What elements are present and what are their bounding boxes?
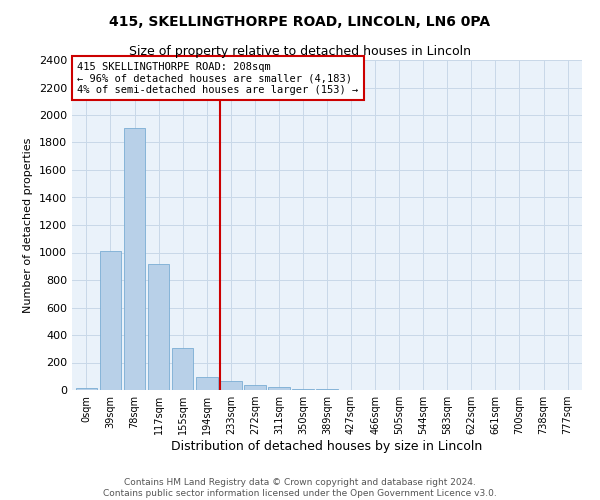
Bar: [196, 377, 218, 390]
Bar: [100, 251, 121, 390]
Bar: [172, 348, 193, 390]
Y-axis label: Number of detached properties: Number of detached properties: [23, 138, 34, 312]
Text: Contains HM Land Registry data © Crown copyright and database right 2024.
Contai: Contains HM Land Registry data © Crown c…: [103, 478, 497, 498]
Bar: [268, 387, 290, 390]
Text: 415, SKELLINGTHORPE ROAD, LINCOLN, LN6 0PA: 415, SKELLINGTHORPE ROAD, LINCOLN, LN6 0…: [109, 15, 491, 29]
Bar: [148, 264, 169, 390]
Bar: [244, 384, 266, 390]
Bar: [76, 388, 97, 390]
Text: 415 SKELLINGTHORPE ROAD: 208sqm
← 96% of detached houses are smaller (4,183)
4% : 415 SKELLINGTHORPE ROAD: 208sqm ← 96% of…: [77, 62, 358, 95]
Bar: [220, 381, 242, 390]
Bar: [124, 128, 145, 390]
Text: Size of property relative to detached houses in Lincoln: Size of property relative to detached ho…: [129, 45, 471, 58]
X-axis label: Distribution of detached houses by size in Lincoln: Distribution of detached houses by size …: [172, 440, 482, 453]
Bar: [292, 388, 314, 390]
